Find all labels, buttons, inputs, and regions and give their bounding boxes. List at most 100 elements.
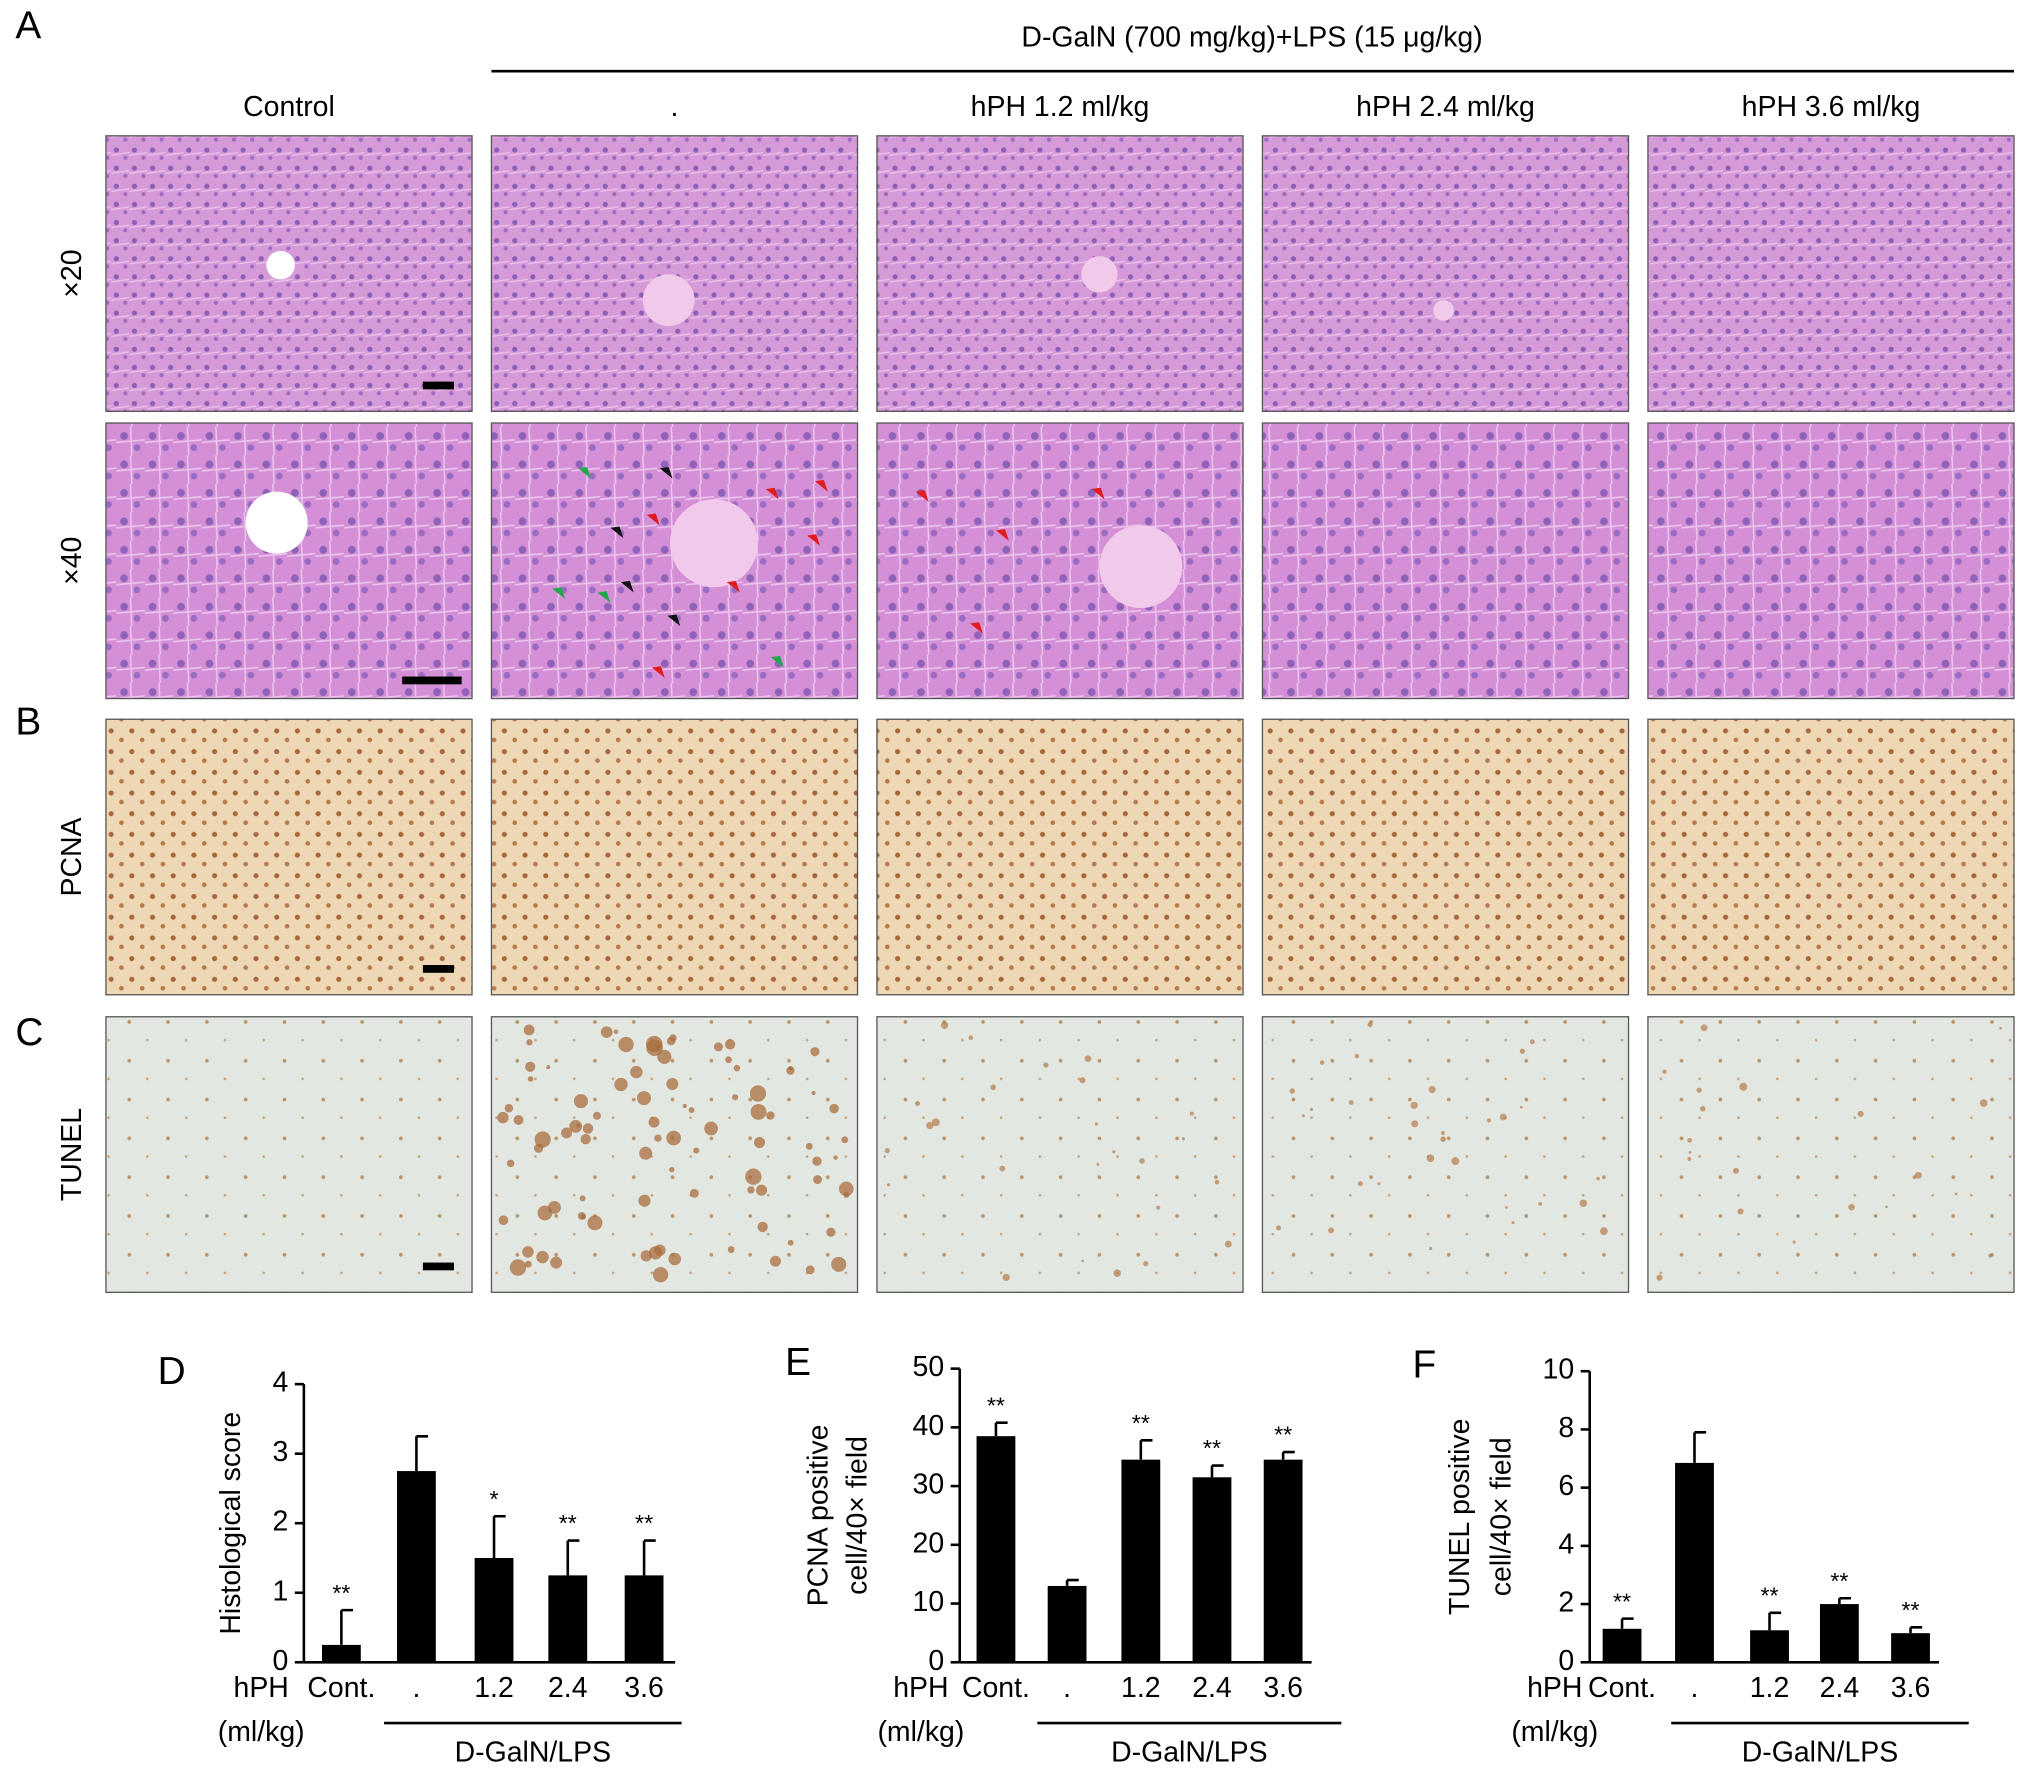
significance: **: [1613, 1588, 1631, 1614]
stain: [582, 1123, 594, 1134]
stain: [990, 1084, 996, 1091]
stain: [786, 1066, 795, 1075]
stain: [724, 1039, 736, 1050]
bar: [1192, 1477, 1232, 1663]
vessel: [1433, 300, 1454, 321]
stain: [666, 1078, 679, 1091]
significance: **: [559, 1510, 577, 1536]
stain: [725, 1056, 732, 1064]
stain: [638, 1194, 651, 1207]
stain: [831, 1256, 847, 1272]
stain: [654, 1134, 662, 1142]
stain: [1700, 1105, 1706, 1112]
row-label: ×20: [56, 249, 88, 297]
column-title: Control: [243, 91, 335, 123]
stain: [630, 1065, 643, 1079]
stain: [1096, 1162, 1100, 1166]
stain: [1276, 1225, 1282, 1231]
stain: [813, 1175, 823, 1185]
y-tick-label: 4: [1558, 1528, 1574, 1560]
stain: [1309, 1107, 1313, 1112]
y-tick-label: 0: [273, 1645, 289, 1677]
stain: [843, 1192, 850, 1198]
stain: [805, 1142, 813, 1150]
stain: [756, 1184, 768, 1196]
stain: [1426, 1154, 1435, 1163]
error-bar: [994, 1421, 1008, 1437]
stain: [1914, 1171, 1922, 1179]
significance: **: [1901, 1597, 1919, 1623]
stain: [524, 1260, 532, 1268]
error-bar: [642, 1539, 656, 1576]
stain: [1596, 1176, 1600, 1181]
y-axis-label: cell/40× field: [1486, 1437, 1518, 1596]
panel-letter: E: [785, 1341, 811, 1384]
stain: [968, 1035, 974, 1041]
bar: [397, 1471, 436, 1663]
y-axis-label: PCNA positive: [803, 1425, 835, 1607]
y-tick-label: 3: [273, 1436, 289, 1468]
stain: [838, 1181, 854, 1197]
stain: [573, 1094, 588, 1109]
stain: [1662, 1069, 1667, 1074]
stain: [513, 1115, 524, 1125]
stain: [509, 1259, 527, 1276]
stain: [534, 1131, 551, 1148]
stain: [1688, 1151, 1692, 1154]
stain: [841, 1136, 849, 1144]
stain: [1113, 1269, 1121, 1277]
stain: [704, 1121, 718, 1136]
stain: [536, 1250, 549, 1264]
significance: *: [489, 1486, 498, 1512]
x-tick-label: Cont.: [962, 1672, 1030, 1704]
x-unit: (ml/kg): [877, 1716, 964, 1748]
panel-letter: D: [158, 1350, 186, 1393]
bar: [1891, 1633, 1930, 1663]
y-tick-label: 0: [928, 1645, 944, 1677]
x-prefix: hPH: [1527, 1672, 1582, 1704]
stain: [1289, 1088, 1295, 1094]
x-tick-label: 3.6: [624, 1672, 664, 1704]
scale-bar: [422, 381, 454, 390]
stain: [688, 1107, 695, 1113]
bar: [1750, 1630, 1789, 1663]
stain: [770, 1255, 781, 1267]
micrograph: [876, 422, 1244, 700]
stain: [1079, 1077, 1086, 1084]
y-tick-label: 20: [913, 1527, 945, 1559]
stain: [732, 1094, 739, 1101]
stain: [640, 1250, 652, 1262]
micrograph: [490, 135, 859, 413]
error-bar: [1281, 1450, 1295, 1460]
arrows: [552, 466, 1105, 678]
stain: [1410, 1101, 1418, 1109]
y-tick-label: 40: [913, 1410, 945, 1442]
stain: [766, 1111, 775, 1120]
x-prefix: hPH: [234, 1672, 289, 1704]
micrograph: [1261, 718, 1630, 996]
error-bar: [340, 1608, 354, 1645]
stain: [550, 1256, 563, 1269]
micrograph: [105, 718, 473, 996]
stain: [1429, 1246, 1433, 1251]
error-bar: [1909, 1626, 1923, 1634]
panel-letter: F: [1412, 1344, 1436, 1387]
stain: [613, 1029, 619, 1034]
stain: [1189, 1111, 1194, 1116]
stain: [833, 1155, 838, 1160]
column-title: hPH 2.4 ml/kg: [1356, 91, 1535, 123]
error-bar: [1620, 1617, 1634, 1629]
stain: [1348, 1100, 1354, 1105]
error-bar: [1838, 1596, 1852, 1605]
stain: [1848, 1203, 1855, 1211]
y-tick-label: 1: [273, 1575, 289, 1607]
stain: [1696, 1087, 1702, 1093]
stain: [666, 1036, 676, 1046]
stain: [915, 1100, 921, 1107]
micrograph: [490, 718, 859, 996]
stain: [580, 1133, 591, 1145]
stain: [614, 1077, 628, 1092]
stain: [884, 1147, 890, 1154]
stain: [1538, 1201, 1543, 1206]
